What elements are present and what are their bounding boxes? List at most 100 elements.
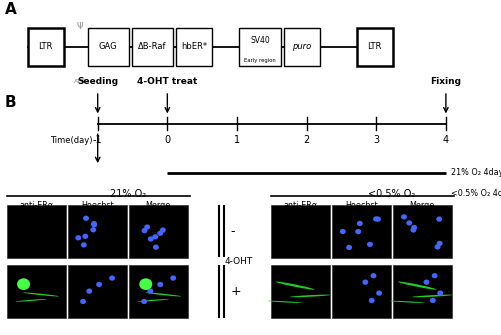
Ellipse shape (375, 216, 381, 222)
Ellipse shape (437, 290, 443, 296)
Ellipse shape (371, 273, 376, 278)
Text: B: B (5, 95, 17, 110)
Ellipse shape (434, 244, 440, 250)
Ellipse shape (376, 290, 382, 296)
Ellipse shape (367, 242, 373, 247)
Ellipse shape (411, 225, 417, 230)
Ellipse shape (160, 227, 166, 233)
Ellipse shape (406, 220, 412, 225)
Text: Hoechst: Hoechst (81, 201, 114, 210)
Ellipse shape (138, 299, 169, 302)
Text: Time(day): Time(day) (50, 136, 93, 145)
Ellipse shape (157, 282, 163, 287)
Ellipse shape (401, 214, 407, 219)
Text: 21% O₂: 21% O₂ (110, 189, 146, 199)
Bar (332, 265, 391, 318)
Text: GAG: GAG (99, 43, 118, 51)
Ellipse shape (91, 222, 97, 227)
Bar (68, 265, 127, 318)
Text: 1: 1 (234, 135, 240, 145)
Ellipse shape (144, 224, 150, 230)
Ellipse shape (82, 234, 88, 239)
Ellipse shape (81, 242, 87, 248)
Ellipse shape (436, 216, 442, 222)
Ellipse shape (90, 227, 96, 232)
Ellipse shape (80, 299, 86, 304)
Ellipse shape (145, 292, 181, 296)
Text: -: - (230, 224, 235, 238)
Bar (7, 265, 66, 318)
Text: -1: -1 (93, 135, 103, 145)
Ellipse shape (355, 229, 361, 234)
Ellipse shape (398, 281, 437, 290)
Ellipse shape (170, 275, 176, 281)
Bar (7, 205, 66, 258)
Text: hbER*: hbER* (181, 43, 207, 51)
Text: ATG: ATG (74, 79, 86, 84)
Ellipse shape (410, 227, 416, 232)
Text: 2: 2 (304, 135, 310, 145)
Bar (332, 205, 391, 258)
Ellipse shape (340, 229, 346, 234)
Text: Merge: Merge (410, 201, 435, 210)
Text: LTR: LTR (368, 43, 382, 51)
FancyBboxPatch shape (88, 28, 129, 66)
Ellipse shape (75, 235, 81, 241)
Ellipse shape (141, 299, 147, 304)
Bar (271, 205, 330, 258)
Text: 21% O₂ 4day: 21% O₂ 4day (451, 168, 501, 177)
Text: <0.5% O₂: <0.5% O₂ (368, 189, 415, 199)
Ellipse shape (276, 281, 315, 290)
Ellipse shape (17, 278, 30, 290)
Ellipse shape (369, 298, 375, 303)
FancyBboxPatch shape (284, 28, 320, 66)
Ellipse shape (152, 234, 158, 240)
Text: 4-OHT: 4-OHT (224, 257, 253, 266)
Ellipse shape (362, 279, 368, 285)
Ellipse shape (268, 301, 303, 303)
Ellipse shape (412, 294, 453, 297)
Text: Merge: Merge (146, 201, 171, 210)
Ellipse shape (153, 245, 159, 250)
Text: Hoechst: Hoechst (345, 201, 378, 210)
Ellipse shape (139, 278, 152, 290)
FancyBboxPatch shape (28, 28, 64, 66)
Bar (393, 265, 452, 318)
Text: LTR: LTR (39, 43, 53, 51)
Ellipse shape (147, 288, 153, 294)
FancyBboxPatch shape (176, 28, 212, 66)
Text: 4: 4 (443, 135, 449, 145)
Ellipse shape (373, 216, 379, 222)
Text: Seeding: Seeding (77, 77, 118, 86)
Ellipse shape (423, 279, 429, 285)
Text: ΔB-Raf: ΔB-Raf (138, 43, 166, 51)
Text: SV40: SV40 (250, 36, 270, 45)
Ellipse shape (437, 241, 442, 246)
Ellipse shape (357, 221, 363, 226)
Text: 0: 0 (164, 135, 170, 145)
Text: <0.5% O₂ 4day: <0.5% O₂ 4day (451, 189, 501, 198)
Text: A: A (5, 2, 17, 17)
Text: anti-ERα: anti-ERα (19, 201, 53, 210)
Bar (271, 265, 330, 318)
FancyBboxPatch shape (357, 28, 393, 66)
Ellipse shape (16, 299, 47, 302)
Ellipse shape (142, 228, 147, 233)
Text: 4-OHT treat: 4-OHT treat (137, 77, 197, 86)
Ellipse shape (91, 221, 97, 226)
Text: puro: puro (292, 43, 311, 51)
Bar (129, 205, 188, 258)
Ellipse shape (83, 216, 89, 221)
Ellipse shape (148, 237, 154, 242)
Text: anti-ERα: anti-ERα (283, 201, 317, 210)
Bar (129, 265, 188, 318)
Ellipse shape (96, 282, 102, 287)
Ellipse shape (290, 294, 331, 297)
Text: Ψ: Ψ (77, 22, 84, 31)
Bar (68, 205, 127, 258)
Bar (393, 205, 452, 258)
Ellipse shape (390, 301, 425, 303)
Ellipse shape (23, 292, 59, 296)
Ellipse shape (430, 298, 436, 303)
Ellipse shape (86, 288, 92, 294)
